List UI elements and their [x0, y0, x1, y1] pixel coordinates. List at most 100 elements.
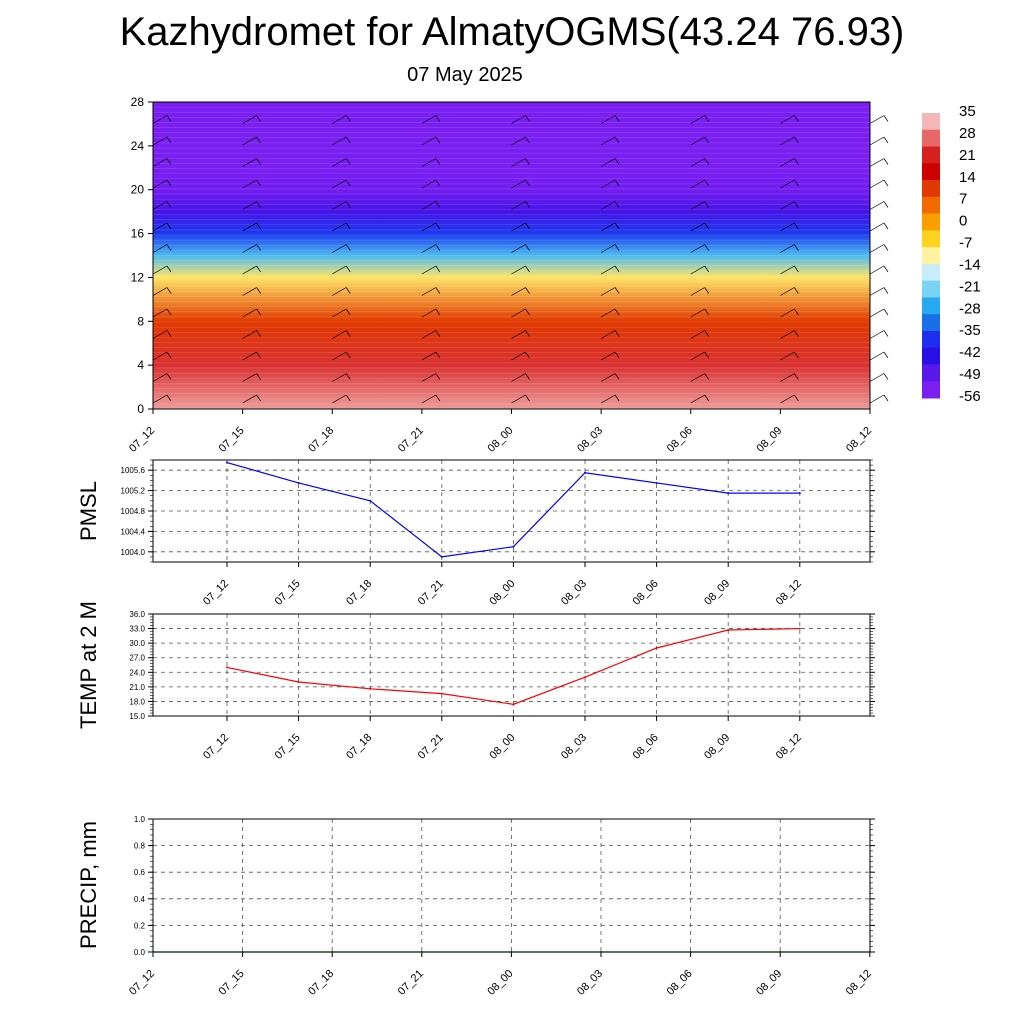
y-tick-label: 1.0: [134, 815, 146, 824]
wind-barb-icon: [242, 308, 257, 318]
wind-barb-icon: [704, 115, 710, 122]
wind-barb-icon: [511, 330, 526, 339]
colorbar-label: -35: [959, 322, 981, 339]
wind-barb-icon: [166, 244, 172, 251]
wind-barb-icon: [780, 265, 795, 275]
wind-barb-icon: [600, 373, 616, 382]
wind-barb-icon: [421, 265, 437, 275]
x-tick-label: 07_18: [344, 578, 374, 608]
colorbar-label: -14: [959, 256, 981, 273]
wind-barb-icon: [421, 308, 437, 318]
wind-barb-icon: [166, 373, 172, 380]
wind-barb-icon: [794, 244, 799, 251]
wind-barb-icon: [600, 244, 616, 253]
colorbar-swatch: [922, 113, 940, 131]
wind-barb-icon: [869, 373, 885, 382]
data-point: [297, 681, 300, 683]
x-tick-label: 08_06: [631, 578, 661, 608]
wind-barb-icon: [152, 201, 168, 210]
wind-barb-icon: [242, 394, 257, 404]
wind-barb-icon: [256, 179, 261, 187]
y-tick-label: 1004.4: [121, 527, 146, 536]
wind-barb-icon: [345, 115, 351, 122]
wind-barb-icon: [525, 136, 530, 144]
y-tick-label: 21.0: [129, 683, 145, 692]
wind-barb-icon: [435, 115, 441, 122]
wind-barb-icon: [511, 158, 526, 167]
wind-barb-icon: [152, 158, 168, 167]
wind-barb-icon: [332, 244, 347, 253]
colorbar-label: 7: [959, 191, 967, 208]
wind-barb-icon: [435, 373, 441, 380]
colorbar-swatch: [922, 180, 940, 198]
data-point: [440, 555, 443, 558]
wind-barb-icon: [332, 330, 347, 339]
y-tick-label: 24.0: [129, 668, 145, 677]
wind-barb-icon: [704, 330, 710, 337]
wind-barb-icon: [242, 287, 257, 296]
data-point: [512, 703, 515, 706]
y-tick-label: 1005.2: [121, 487, 146, 496]
x-tick-label: 07_15: [273, 732, 303, 762]
wind-barb-icon: [332, 351, 347, 361]
x-tick-label: 07_21: [416, 578, 446, 608]
wind-barb-icon: [794, 222, 799, 230]
wind-barb-icon: [421, 330, 437, 339]
data-point: [226, 666, 228, 669]
colorbar-swatch: [922, 129, 940, 148]
wind-barb-icon: [152, 115, 168, 124]
colorbar-swatch: [922, 330, 940, 349]
wind-barb-icon: [704, 351, 710, 359]
wind-barb-icon: [166, 265, 172, 273]
wind-barb-icon: [600, 158, 616, 167]
x-tick-label: 08_00: [487, 578, 517, 608]
wind-barb-icon: [690, 179, 705, 189]
wind-barb-icon: [166, 222, 172, 230]
wind-barb-icon: [525, 265, 530, 273]
colorbar-swatch: [922, 314, 940, 332]
y-tick-label: 27.0: [129, 654, 145, 663]
wind-barb-icon: [614, 265, 620, 273]
colorbar-label: 28: [959, 125, 976, 142]
wind-barb-icon: [780, 373, 795, 382]
y-axis-title: TEMP at 2 M: [76, 601, 101, 729]
colorbar-label: 0: [959, 213, 967, 230]
wind-barb-icon: [780, 158, 795, 167]
x-tick-label: 07_15: [273, 578, 303, 608]
wind-barb-icon: [794, 201, 799, 208]
wind-barb-icon: [435, 394, 441, 402]
data-point: [226, 461, 228, 464]
wind-barb-icon: [883, 179, 889, 187]
wind-barb-icon: [883, 373, 889, 380]
wind-barb-icon: [883, 265, 889, 273]
y-tick-label: 0: [137, 402, 144, 416]
colorbar-label: -7: [959, 235, 972, 252]
wind-barb-icon: [256, 136, 261, 144]
colorbar-label: -56: [959, 388, 981, 405]
wind-barb-icon: [242, 222, 257, 232]
wind-barb-icon: [152, 222, 168, 232]
wind-barb-icon: [435, 158, 441, 165]
wind-barb-icon: [614, 373, 620, 380]
x-tick-label: 08_12: [774, 578, 804, 608]
wind-barb-icon: [152, 330, 168, 339]
wind-barb-icon: [794, 287, 799, 294]
data-point: [798, 627, 801, 630]
wind-barb-icon: [242, 330, 257, 339]
wind-barb-icon: [869, 244, 885, 253]
x-tick-label: 07_12: [201, 732, 231, 762]
wind-barb-icon: [690, 115, 705, 124]
wind-barb-icon: [869, 115, 885, 124]
wind-barb-icon: [345, 201, 351, 208]
wind-barb-icon: [345, 351, 351, 359]
wind-barb-icon: [883, 222, 889, 230]
wind-barb-icon: [421, 201, 437, 210]
data-point: [297, 481, 300, 484]
wind-barb-icon: [690, 287, 705, 296]
y-tick-label: 12: [131, 270, 145, 284]
wind-barb-icon: [166, 308, 172, 316]
colorbar-label: 14: [959, 169, 976, 186]
y-tick-label: 8: [137, 314, 144, 328]
wind-barb-icon: [869, 394, 885, 404]
wind-barb-icon: [511, 394, 526, 404]
